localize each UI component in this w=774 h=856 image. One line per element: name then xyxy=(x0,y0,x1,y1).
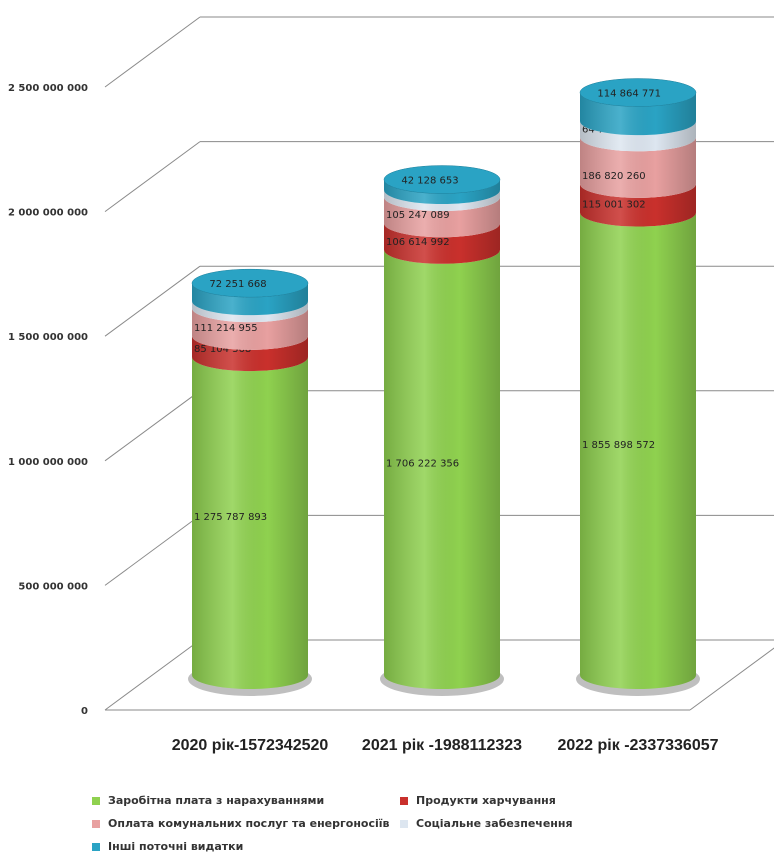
legend-item-utilities: Оплата комунальних послуг та енергоносії… xyxy=(92,817,390,830)
gridline-depth xyxy=(104,390,201,462)
data-label: 1 855 898 572 xyxy=(582,440,655,451)
x-category-label: 2020 рік-1572342520 xyxy=(172,737,329,754)
legend-item-other: Інші поточні видатки xyxy=(92,840,243,853)
data-label: 1 275 787 893 xyxy=(194,512,267,523)
gridline-depth xyxy=(104,639,201,711)
bar-segment-shading xyxy=(192,283,308,316)
data-label: 114 864 771 xyxy=(597,89,661,100)
floor-right-edge xyxy=(689,647,774,711)
cylinder-top xyxy=(383,165,501,194)
bar-segment-shading xyxy=(384,179,500,205)
y-tick-label: 1 500 000 000 xyxy=(8,332,88,343)
data-label: 186 820 260 xyxy=(582,171,646,182)
bar-segment-shading xyxy=(192,308,308,350)
y-tick-label: 2 500 000 000 xyxy=(8,83,88,94)
y-tick-label: 500 000 000 xyxy=(18,581,88,592)
data-label: 105 247 089 xyxy=(386,210,450,221)
y-axis: 0 500 000 000 1 000 000 000 1 500 000 000 2 … xyxy=(8,83,88,717)
y-tick-label: 0 xyxy=(81,706,88,717)
bar-segment-shading xyxy=(580,183,696,227)
legend-label-salary: Заробітна плата з нарахуваннями xyxy=(108,794,325,807)
legend-item-social: Соціальне забезпечення xyxy=(400,817,573,830)
legend-swatch-food xyxy=(400,796,408,805)
gridline-depth xyxy=(104,16,201,88)
bar-segment-shading xyxy=(580,137,696,198)
data-label: 42 128 653 xyxy=(401,176,458,187)
y-tick-label: 2 000 000 000 xyxy=(8,208,88,219)
cylinder-top xyxy=(191,268,309,298)
gridline-depth xyxy=(104,514,201,586)
data-label: 106 614 992 xyxy=(386,237,450,248)
legend-swatch-salary xyxy=(92,796,100,805)
y-tick-label: 1 000 000 000 xyxy=(8,457,88,468)
legend-item-salary: Заробітна плата з нарахуваннями xyxy=(92,794,324,807)
bar-segment-shading xyxy=(580,121,696,152)
legend-item-food: Продукти харчування xyxy=(400,794,556,807)
cylinder-top xyxy=(579,78,697,107)
bar-segment-shading xyxy=(384,249,500,689)
category-labels: 2020 рік-1572342520 2021 рік -1988112323 2… xyxy=(172,737,719,754)
legend-label-other: Інші поточні видатки xyxy=(108,840,244,853)
bar-segment-shading xyxy=(192,335,308,372)
legend-swatch-social xyxy=(400,819,408,828)
data-label: 115 001 302 xyxy=(582,200,646,211)
legend-swatch-other xyxy=(92,842,100,851)
bar-segment-shading xyxy=(384,190,500,212)
bar-segment-shading xyxy=(192,357,308,689)
data-label: 72 251 668 xyxy=(209,279,266,290)
legend-label-social: Соціальне забезпечення xyxy=(416,817,573,830)
legend-label-food: Продукти харчування xyxy=(416,794,556,807)
x-category-label: 2021 рік -1988112323 xyxy=(362,737,522,754)
bar-segment-shading xyxy=(580,212,696,689)
x-category-label: 2022 рік -2337336057 xyxy=(557,737,718,754)
bar-segment-shading xyxy=(580,92,696,136)
data-label: 1 706 222 356 xyxy=(386,458,459,469)
gridline-depth xyxy=(104,141,201,213)
legend-label-utilities: Оплата комунальних послуг та енергоносії… xyxy=(108,817,390,830)
bar-segment-shading xyxy=(192,301,308,323)
data-label: 85 104 368 xyxy=(194,344,251,355)
gridline-depth xyxy=(104,265,201,337)
legend-swatch-utilities xyxy=(92,819,100,828)
data-label: 111 214 955 xyxy=(194,323,258,334)
bar-segment-shading xyxy=(384,197,500,238)
bar-segment-shading xyxy=(384,223,500,264)
